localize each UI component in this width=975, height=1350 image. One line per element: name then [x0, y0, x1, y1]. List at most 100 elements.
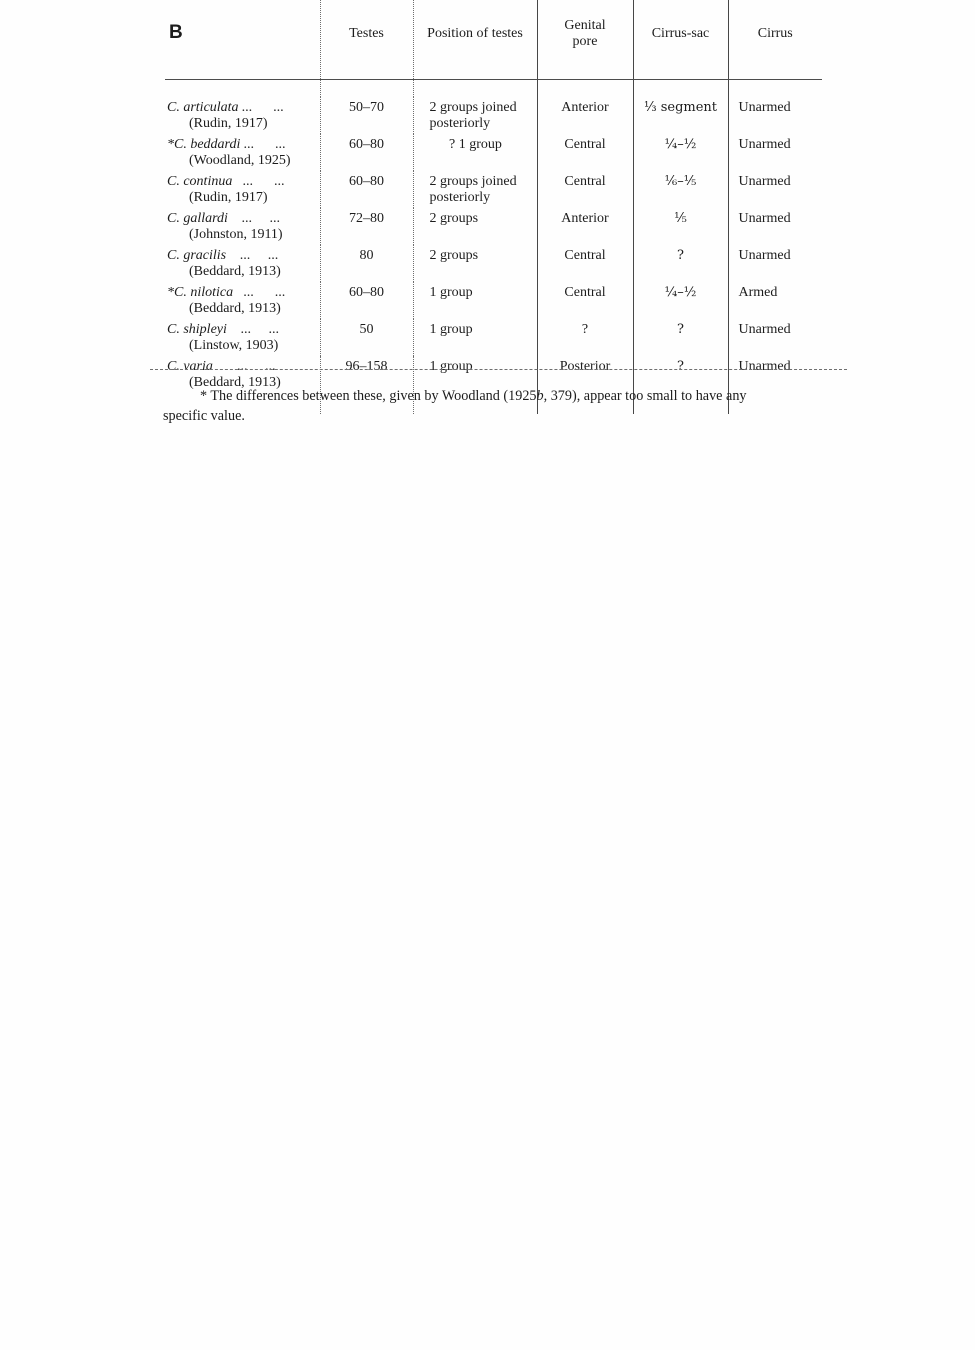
species-citation: (Beddard, 1913) — [189, 301, 281, 316]
species-citation: (Beddard, 1913) — [189, 375, 281, 390]
footnote-italic-b: b — [536, 388, 544, 404]
testes-cell: 96–158 — [319, 356, 413, 414]
header-genital-pore-line1: Genital — [564, 17, 606, 33]
cirrus-cell: Unarmed — [727, 208, 822, 245]
cirrus-cell: Unarmed — [727, 245, 822, 282]
position-line1: 2 groups joined — [429, 100, 517, 115]
cirrus-cell: Armed — [727, 282, 822, 319]
header-genital-pore-line2: pore — [572, 33, 598, 49]
position-cell: 1 group — [412, 319, 537, 356]
cirrus-sac-cell: ⅕ — [632, 208, 728, 245]
position-cell: 2 groups joined posteriorly — [412, 97, 537, 134]
cirrus-cell: Unarmed — [727, 97, 822, 134]
genital-pore-cell: Posterior — [536, 356, 633, 414]
position-line1: 2 groups — [429, 211, 479, 226]
position-cell: 1 group — [412, 356, 537, 414]
species-cell: C. gracilis ... ... (Beddard, 1913) — [165, 245, 320, 282]
species-citation: (Rudin, 1917) — [189, 116, 268, 131]
position-cell: 2 groups — [412, 245, 537, 282]
position-cell: ? 1 group — [412, 134, 537, 171]
header-cirrus-sac: Cirrus-sac — [632, 0, 728, 80]
header-species-cell: B — [165, 0, 320, 80]
cirrus-sac-cell: ? — [632, 245, 728, 282]
header-position-of-testes: Position of testes — [412, 0, 537, 80]
spacer-row — [165, 79, 822, 97]
testes-cell: 60–80 — [319, 282, 413, 319]
cirrus-sac-cell: ¼–½ — [632, 134, 728, 171]
genital-pore-cell: ? — [536, 319, 633, 356]
position-cell: 2 groups joined posteriorly — [412, 171, 537, 208]
header-cirrus: Cirrus — [727, 0, 822, 80]
header-genital-pore: Genital pore — [536, 0, 633, 80]
species-cell: C. varia ... ... (Beddard, 1913) — [165, 356, 320, 414]
table-bottom-rule — [150, 369, 847, 370]
genital-pore-cell: Central — [536, 134, 633, 171]
species-citation: (Rudin, 1917) — [189, 190, 268, 205]
species-name: *C. beddardi ... ... — [167, 137, 286, 152]
table-row: *C. beddardi ... ... (Woodland, 1925) 60… — [165, 134, 822, 171]
footnote-text-pre: * The differences between these, given b… — [200, 388, 537, 404]
position-line1: 2 groups joined — [429, 174, 517, 189]
species-cell: *C. beddardi ... ... (Woodland, 1925) — [165, 134, 320, 171]
species-cell: C. shipleyi ... ... (Linstow, 1903) — [165, 319, 320, 356]
testes-cell: 50 — [319, 319, 413, 356]
table-row: C. articulata ... ... (Rudin, 1917) 50–7… — [165, 97, 822, 134]
genital-pore-cell: Anterior — [536, 208, 633, 245]
cirrus-cell: Unarmed — [727, 171, 822, 208]
position-line1: 1 group — [429, 285, 473, 300]
species-name: *C. nilotica ... ... — [167, 285, 286, 300]
footnote: * The differences between these, given b… — [163, 386, 823, 426]
species-comparison-table: B Testes Position of testes Genital pore… — [165, 0, 822, 414]
testes-cell: 60–80 — [319, 134, 413, 171]
table-row: C. gallardi ... ... (Johnston, 1911) 72–… — [165, 208, 822, 245]
position-line2: posteriorly — [429, 116, 491, 131]
species-citation: (Johnston, 1911) — [189, 227, 283, 242]
species-cell: C. gallardi ... ... (Johnston, 1911) — [165, 208, 320, 245]
footnote-text-post: , 379), appear too small to have any — [543, 388, 747, 404]
testes-cell: 72–80 — [319, 208, 413, 245]
footnote-line2: specific value. — [163, 408, 245, 424]
species-name: C. varia ... ... — [167, 359, 276, 374]
cirrus-cell: Unarmed — [727, 356, 822, 414]
table-row: C. gracilis ... ... (Beddard, 1913) 80 2… — [165, 245, 822, 282]
position-line1: 2 groups — [429, 248, 479, 263]
cirrus-sac-cell: ⅓ segment — [632, 97, 728, 134]
position-line1: ? 1 group — [449, 137, 502, 152]
genital-pore-cell: Central — [536, 282, 633, 319]
genital-pore-cell: Central — [536, 171, 633, 208]
header-testes: Testes — [319, 0, 413, 80]
table-row: C. shipleyi ... ... (Linstow, 1903) 50 1… — [165, 319, 822, 356]
testes-cell: 80 — [319, 245, 413, 282]
cirrus-sac-cell: ⅙–⅕ — [632, 171, 728, 208]
species-cell: C. continua ... ... (Rudin, 1917) — [165, 171, 320, 208]
cirrus-sac-cell: ¼–½ — [632, 282, 728, 319]
species-name: C. gracilis ... ... — [167, 248, 279, 263]
species-cell: *C. nilotica ... ... (Beddard, 1913) — [165, 282, 320, 319]
species-name: C. articulata ... ... — [167, 100, 285, 115]
position-cell: 2 groups — [412, 208, 537, 245]
genital-pore-cell: Central — [536, 245, 633, 282]
page-signature: B — [169, 21, 184, 43]
testes-cell: 50–70 — [319, 97, 413, 134]
position-line1: 1 group — [429, 322, 473, 337]
table-row: C. varia ... ... (Beddard, 1913) 96–158 … — [165, 356, 822, 414]
cirrus-cell: Unarmed — [727, 319, 822, 356]
table-row: *C. nilotica ... ... (Beddard, 1913) 60–… — [165, 282, 822, 319]
species-cell: C. articulata ... ... (Rudin, 1917) — [165, 97, 320, 134]
table-header-row: B Testes Position of testes Genital pore… — [165, 0, 822, 80]
cirrus-sac-cell: ? — [632, 319, 728, 356]
species-name: C. gallardi ... ... — [167, 211, 281, 226]
position-cell: 1 group — [412, 282, 537, 319]
position-line2: posteriorly — [429, 190, 491, 205]
table-row: C. continua ... ... (Rudin, 1917) 60–80 … — [165, 171, 822, 208]
species-citation: (Beddard, 1913) — [189, 264, 281, 279]
cirrus-sac-cell: ? — [632, 356, 728, 414]
species-name: C. shipleyi ... ... — [167, 322, 280, 337]
species-citation: (Woodland, 1925) — [189, 153, 291, 168]
position-line1: 1 group — [429, 359, 473, 374]
species-citation: (Linstow, 1903) — [189, 338, 279, 353]
species-name: C. continua ... ... — [167, 174, 285, 189]
testes-cell: 60–80 — [319, 171, 413, 208]
genital-pore-cell: Anterior — [536, 97, 633, 134]
